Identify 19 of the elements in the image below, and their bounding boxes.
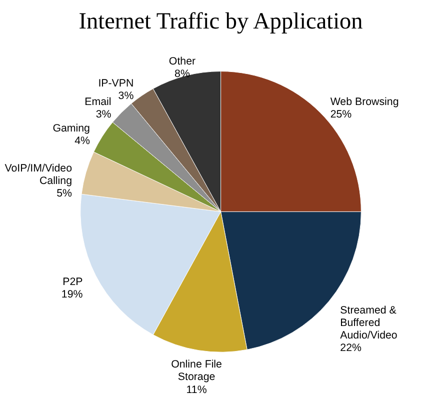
data-label: 3% — [118, 90, 134, 102]
slice-label: VoIP/IM/Video Calling — [4, 162, 72, 187]
slice-label: Streamed & Buffered Audio/Video — [340, 304, 398, 342]
data-label: 5% — [56, 188, 73, 200]
data-label: 25% — [330, 108, 352, 121]
data-label: 19% — [61, 288, 84, 301]
slice-label: IP-VPN — [98, 77, 134, 90]
slice-label: Email — [84, 96, 112, 108]
slice-label: Other — [168, 56, 196, 68]
slice-label: Web Browsing — [330, 96, 399, 108]
slice-label: Online File Storage — [171, 358, 222, 384]
data-label: 3% — [96, 108, 112, 121]
data-label: 8% — [174, 68, 190, 80]
data-label: 22% — [340, 342, 362, 354]
slice-label: P2P — [62, 276, 83, 288]
data-label: 4% — [74, 135, 90, 148]
chart-title: Internet Traffic by Application — [78, 8, 364, 35]
data-label: 11% — [186, 384, 208, 396]
slice-label: Gaming — [52, 122, 90, 135]
